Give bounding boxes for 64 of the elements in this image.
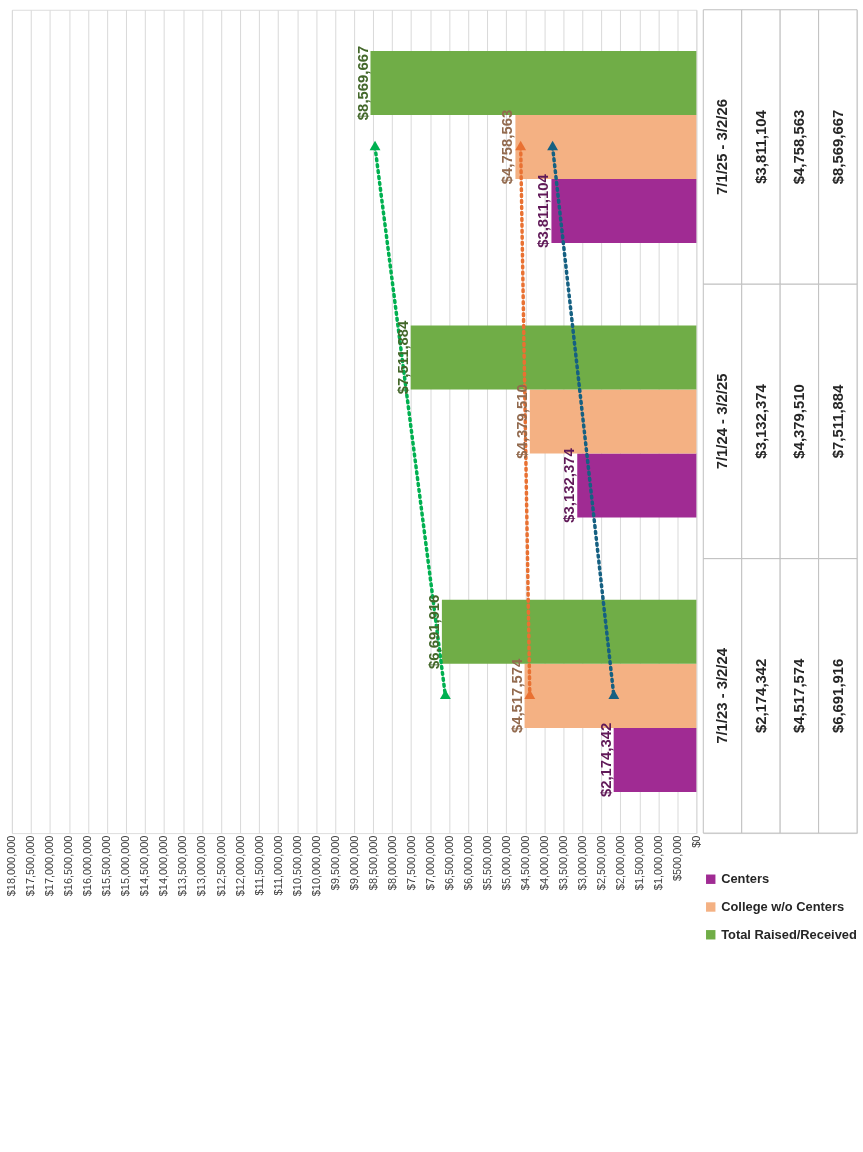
y-tick-label: 7/1/24 - 3/2/25 bbox=[714, 373, 731, 470]
data-label: $3,811,104 bbox=[752, 109, 769, 184]
x-tick-label: $8,000,000 bbox=[385, 835, 398, 891]
x-tick-label: $7,000,000 bbox=[423, 835, 436, 891]
x-tick-label: $8,500,000 bbox=[366, 835, 379, 891]
legend-label: Total Raised/Received bbox=[721, 926, 857, 942]
x-tick-label: $17,000,000 bbox=[43, 835, 56, 897]
x-tick-label: $10,500,000 bbox=[290, 835, 303, 897]
x-tick-label: $3,500,000 bbox=[556, 835, 569, 891]
x-tick-label: $0 bbox=[689, 835, 702, 848]
x-tick-label: $9,000,000 bbox=[347, 835, 360, 891]
text: $3,811,104 bbox=[535, 174, 552, 248]
x-tick-label: $1,000,000 bbox=[651, 835, 664, 891]
data-label: $2,174,342 bbox=[752, 658, 769, 734]
legend-label: Centers bbox=[721, 871, 770, 887]
legend-label: College w/o Centers bbox=[721, 898, 845, 914]
x-tick-label: $7,500,000 bbox=[404, 835, 417, 891]
x-tick-label: $6,000,000 bbox=[461, 835, 474, 891]
x-tick-label: $9,500,000 bbox=[328, 835, 341, 891]
data-label: $7,511,884 bbox=[829, 383, 846, 459]
x-tick-label: $12,500,000 bbox=[214, 835, 227, 897]
x-tick-label: $6,500,000 bbox=[442, 835, 455, 891]
x-tick-label: $1,500,000 bbox=[632, 835, 645, 891]
x-tick-label: $15,500,000 bbox=[100, 835, 113, 897]
x-tick-label: $11,000,000 bbox=[271, 835, 284, 896]
text: $6,691,916 bbox=[425, 594, 442, 670]
x-tick-label: $5,000,000 bbox=[499, 835, 512, 891]
x-tick-label: $3,000,000 bbox=[575, 835, 588, 891]
x-tick-label: $10,000,000 bbox=[309, 835, 322, 897]
x-tick-label: $17,500,000 bbox=[24, 835, 37, 897]
data-label: $4,517,574 bbox=[791, 657, 808, 734]
text: $4,379,510 bbox=[513, 384, 530, 459]
x-tick-label: $12,000,000 bbox=[233, 835, 246, 897]
x-tick-label: $4,000,000 bbox=[537, 835, 550, 891]
x-tick-label: $500,000 bbox=[670, 835, 683, 882]
x-tick-label: $15,000,000 bbox=[119, 835, 132, 897]
text: $8,569,667 bbox=[354, 45, 371, 121]
x-tick-label: $11,500,000 bbox=[252, 835, 265, 896]
text: $4,758,563 bbox=[499, 109, 516, 185]
x-tick-label: $5,500,000 bbox=[480, 835, 493, 891]
data-label: $4,758,563 bbox=[791, 109, 808, 185]
text: $2,174,342 bbox=[597, 722, 614, 798]
y-tick-label: 7/1/25 - 3/2/26 bbox=[714, 99, 731, 195]
x-tick-label: $18,000,000 bbox=[5, 835, 18, 897]
text: $7,511,884 bbox=[394, 320, 411, 395]
x-tick-label: $13,000,000 bbox=[195, 835, 208, 897]
text: $3,132,374 bbox=[561, 448, 578, 523]
x-tick-label: $4,500,000 bbox=[518, 835, 531, 891]
x-tick-label: $16,500,000 bbox=[62, 835, 75, 897]
data-label: $8,569,667 bbox=[829, 109, 846, 185]
data-label: $6,691,916 bbox=[829, 658, 846, 734]
text: $4,517,574 bbox=[508, 658, 525, 734]
x-tick-label: $13,500,000 bbox=[176, 835, 189, 897]
bar bbox=[577, 453, 697, 518]
x-tick-label: $2,000,000 bbox=[613, 835, 626, 891]
data-label: $4,379,510 bbox=[791, 384, 808, 459]
y-tick-label: 7/1/23 - 3/2/24 bbox=[714, 647, 731, 744]
bar bbox=[551, 179, 697, 244]
x-tick-label: $2,500,000 bbox=[594, 835, 607, 891]
x-tick-label: $14,000,000 bbox=[157, 835, 170, 897]
x-tick-label: $16,000,000 bbox=[81, 835, 94, 897]
bar bbox=[613, 727, 697, 792]
data-label: $3,132,374 bbox=[752, 383, 769, 459]
x-tick-label: $14,500,000 bbox=[138, 835, 151, 897]
